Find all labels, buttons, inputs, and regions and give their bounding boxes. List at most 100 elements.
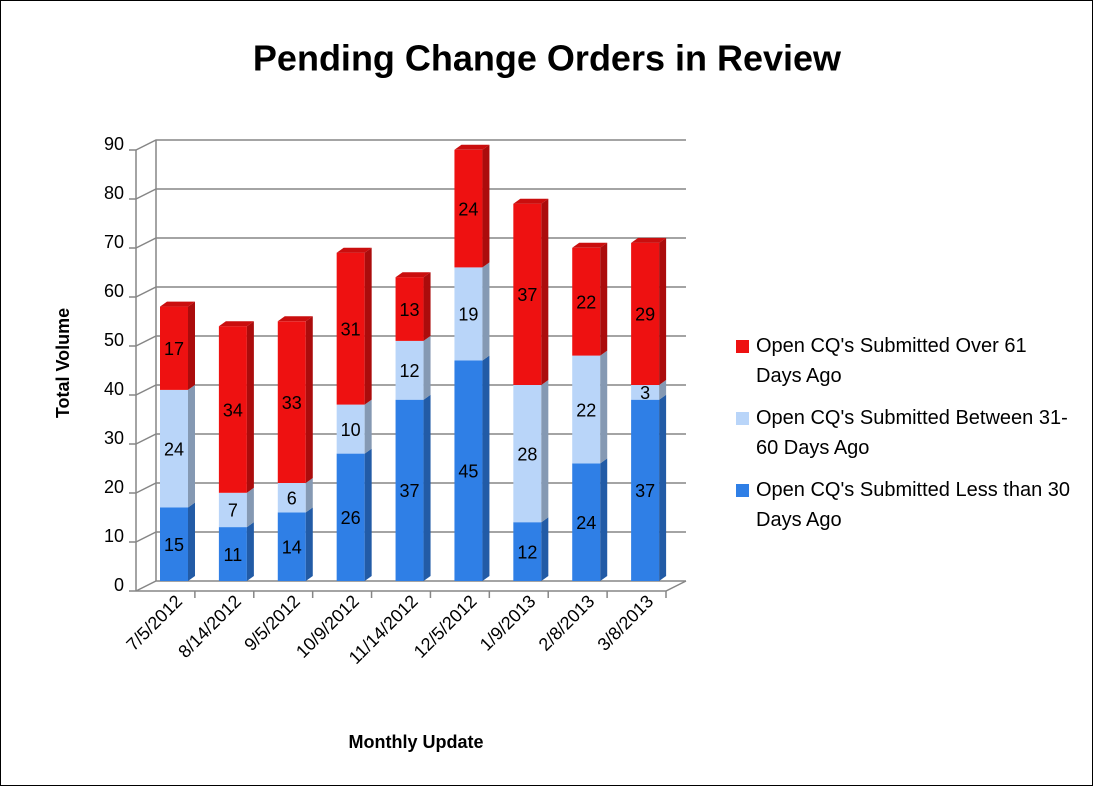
bar-side [246, 487, 254, 528]
bar-segment [513, 198, 549, 385]
bar-segment [336, 399, 372, 454]
bar-segment [572, 350, 608, 464]
bar-front [513, 203, 542, 385]
bar-side [659, 380, 667, 400]
y-tick-label: 70 [104, 232, 124, 252]
bar-segment [454, 262, 490, 361]
x-tick-label: 2/8/2013 [535, 591, 599, 655]
bar-segment [395, 272, 431, 341]
bar-side [305, 316, 313, 483]
bar-front [218, 326, 247, 493]
y-tick-label: 30 [104, 428, 124, 448]
grid-line [135, 580, 686, 592]
bar-side [659, 237, 667, 385]
grid-line [135, 139, 686, 151]
data-label: 3 [640, 383, 650, 403]
bar-top [277, 316, 313, 322]
bar-top [160, 301, 195, 307]
bar-segment [277, 316, 313, 483]
bar-side [423, 394, 431, 581]
bar-side [188, 301, 195, 390]
bar-front [631, 242, 660, 385]
bar-segment [513, 517, 549, 581]
bar-front [395, 340, 424, 400]
bar-side [600, 458, 608, 581]
data-label: 22 [576, 400, 596, 420]
data-label: 12 [517, 542, 537, 562]
bar-front [160, 389, 188, 508]
bar-front [277, 483, 306, 513]
data-label: 31 [341, 319, 361, 339]
legend-item: Open CQ's Submitted Less than 30 Days Ag… [736, 475, 1076, 535]
legend: Open CQ's Submitted Over 61 Days Ago Open… [736, 331, 1076, 547]
bar-top [454, 144, 490, 150]
data-label: 11 [224, 545, 243, 565]
bar-front [454, 267, 483, 361]
data-label: 17 [164, 339, 184, 359]
bar-side [541, 517, 549, 581]
bar-side [541, 198, 549, 385]
bar-front [631, 399, 660, 581]
bar-front [572, 247, 601, 356]
bar-front [513, 385, 542, 523]
x-tick-label: 8/14/2012 [174, 591, 245, 662]
x-tick-label: 12/5/2012 [410, 591, 481, 662]
bar-front [395, 277, 424, 341]
bar-side [305, 478, 313, 513]
bar-top [513, 198, 549, 204]
bar-front [336, 252, 365, 405]
bar-segment [218, 522, 254, 581]
data-label: 24 [576, 513, 596, 533]
bar-segment [631, 237, 667, 385]
bar-front [454, 360, 483, 581]
bar-top [395, 272, 431, 278]
bar-front [513, 522, 542, 581]
data-label: 22 [576, 292, 596, 312]
data-label: 29 [635, 305, 655, 325]
legend-swatch [736, 484, 749, 497]
bar-side [246, 522, 254, 581]
data-label: 14 [282, 537, 302, 557]
bar-side [482, 262, 490, 361]
legend-item: Open CQ's Submitted Between 31-60 Days A… [736, 403, 1076, 463]
bar-segment [395, 394, 431, 581]
bar-segment [277, 507, 313, 581]
bar-side [305, 507, 313, 581]
data-label: 24 [458, 199, 478, 219]
data-label: 19 [458, 305, 478, 325]
bar-front [631, 385, 660, 400]
bar-side [423, 335, 431, 400]
grid-line [135, 188, 686, 200]
data-label: 37 [635, 481, 655, 501]
data-label: 45 [458, 462, 478, 482]
bar-segment [572, 242, 608, 356]
bar-top [336, 247, 372, 253]
bar-side [364, 247, 372, 405]
bar-side [423, 272, 431, 341]
y-tick-label: 90 [104, 134, 124, 154]
bar-side [600, 242, 608, 356]
data-label: 26 [341, 508, 361, 528]
bar-segment [160, 502, 195, 581]
y-tick-label: 60 [104, 281, 124, 301]
bar-side [188, 502, 195, 581]
bar-front [336, 404, 365, 454]
data-label: 12 [400, 361, 420, 381]
data-label: 10 [341, 420, 361, 440]
bar-front [277, 512, 306, 581]
data-label: 6 [287, 488, 297, 508]
bar-segment [572, 458, 608, 581]
bar-segment [336, 247, 372, 405]
data-label: 34 [223, 400, 243, 420]
bar-side [246, 321, 254, 493]
bar-segment [454, 355, 490, 581]
bar-side [482, 144, 490, 268]
bar-segment [277, 478, 313, 513]
x-tick-label: 3/8/2013 [594, 591, 658, 655]
bar-front [277, 321, 306, 483]
bar-front [160, 306, 188, 390]
chart-title: Pending Change Orders in Review [253, 38, 842, 79]
floor-edge [136, 580, 687, 592]
bar-front [336, 453, 365, 581]
